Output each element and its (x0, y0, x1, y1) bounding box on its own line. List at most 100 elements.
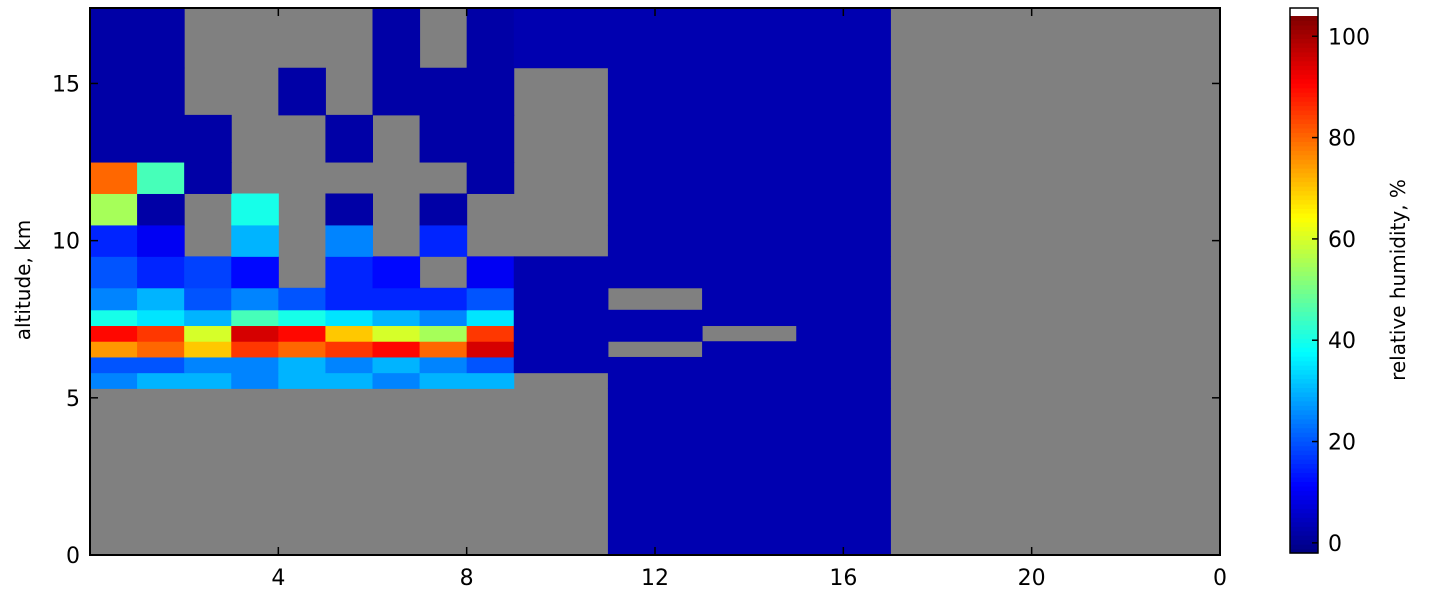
heatmap-cell (513, 287, 609, 311)
heatmap-cell (278, 356, 326, 374)
colorbar-segment (1290, 512, 1318, 518)
heatmap-cell (607, 162, 703, 194)
colorbar-over (1290, 8, 1318, 16)
colorbar-segment (1290, 141, 1318, 147)
heatmap-cell (90, 309, 138, 327)
heatmap-cell (137, 162, 185, 194)
heatmap-cell (607, 256, 703, 289)
heatmap-cell (419, 114, 468, 163)
colorbar-segment (1290, 56, 1318, 62)
colorbar-segment (1290, 24, 1318, 31)
heatmap-cell (419, 287, 468, 311)
colorbar-segment (1290, 248, 1318, 254)
colorbar-segment (1290, 181, 1318, 187)
heatmap-cell (466, 356, 515, 374)
heatmap-cell (184, 114, 232, 163)
colorbar-segment (1290, 450, 1318, 456)
colorbar-segment (1290, 105, 1318, 111)
heatmap-cell (607, 356, 703, 374)
heatmap-cell (607, 372, 703, 389)
heatmap-cell (184, 309, 232, 327)
colorbar-segment (1290, 262, 1318, 268)
heatmap-cell (231, 287, 279, 311)
heatmap-cell (325, 256, 373, 289)
colorbar-segment (1290, 118, 1318, 124)
heatmap-cell (796, 162, 891, 194)
heatmap-cell (90, 287, 138, 311)
heatmap-cell (466, 287, 515, 311)
heatmap-cell (184, 356, 232, 374)
colorbar-segment (1290, 154, 1318, 160)
colorbar-segment (1290, 288, 1318, 295)
colorbar-segment (1290, 526, 1318, 532)
colorbar-segment (1290, 441, 1318, 447)
heatmap-cell (184, 341, 232, 358)
colorbar-segment (1290, 463, 1318, 469)
heatmap-cell (466, 8, 515, 69)
heatmap-cell (231, 341, 279, 358)
heatmap-cell (325, 325, 373, 342)
heatmap-cell (702, 67, 797, 116)
colorbar-segment (1290, 136, 1318, 142)
heatmap-cell (513, 325, 609, 342)
heatmap-cell (796, 356, 891, 374)
colorbar-segment (1290, 409, 1318, 415)
heatmap-cell (796, 193, 891, 226)
heatmap-cell (90, 325, 138, 342)
heatmap-cell (419, 325, 468, 342)
heatmap-cell (278, 309, 326, 327)
colorbar-segment (1290, 320, 1318, 326)
colorbar-segment (1290, 293, 1318, 299)
colorbar-segment (1290, 481, 1318, 487)
colorbar-segment (1290, 114, 1318, 120)
colorbar-segment (1290, 109, 1318, 116)
colorbar-segment (1290, 490, 1318, 496)
y-tick-label: 15 (52, 72, 80, 97)
colorbar-segment (1290, 159, 1318, 165)
colorbar-segment (1290, 378, 1318, 384)
heatmap-cell (325, 356, 373, 374)
colorbar-segment (1290, 476, 1318, 482)
colorbar-segment (1290, 230, 1318, 236)
colorbar-segment (1290, 387, 1318, 393)
colorbar-tick-label: 60 (1328, 228, 1356, 253)
y-tick-label: 0 (66, 544, 80, 569)
colorbar-segment (1290, 396, 1318, 402)
x-tick-label: 20 (1018, 566, 1046, 591)
colorbar-segment (1290, 145, 1318, 151)
colorbar-segment (1290, 436, 1318, 442)
colorbar-segment (1290, 51, 1318, 57)
heatmap-cell (702, 309, 797, 327)
colorbar-segment (1290, 539, 1318, 545)
colorbar-segment (1290, 186, 1318, 192)
heatmap-cell (137, 341, 185, 358)
colorbar-segment (1290, 101, 1318, 107)
heatmap-cell (231, 224, 279, 257)
colorbar-segment (1290, 177, 1318, 183)
heatmap-cell (278, 372, 326, 389)
colorbar-segment (1290, 60, 1318, 66)
colorbar-segment (1290, 517, 1318, 523)
heatmap-cell (796, 372, 891, 389)
colorbar-segment (1290, 212, 1318, 218)
colorbar-segment (1290, 324, 1318, 330)
colorbar-segment (1290, 275, 1318, 281)
colorbar-tick-label: 20 (1328, 431, 1356, 456)
heatmap-cell (278, 325, 326, 342)
colorbar-segment (1290, 530, 1318, 536)
colorbar-segment (1290, 244, 1318, 250)
heatmap-cell (372, 309, 421, 327)
colorbar-segment (1290, 432, 1318, 438)
colorbar-segment (1290, 280, 1318, 286)
heatmap-cell (702, 372, 797, 389)
colorbar-segment (1290, 445, 1318, 451)
heatmap-cell (513, 8, 609, 69)
colorbar-segment (1290, 459, 1318, 465)
heatmap-cell (419, 224, 468, 257)
heatmap-cell (137, 256, 185, 289)
heatmap-cell (702, 193, 797, 226)
heatmap-cell (90, 372, 138, 389)
heatmap-cell (796, 224, 891, 257)
heatmap-cell (278, 341, 326, 358)
heatmap-cell (419, 341, 468, 358)
